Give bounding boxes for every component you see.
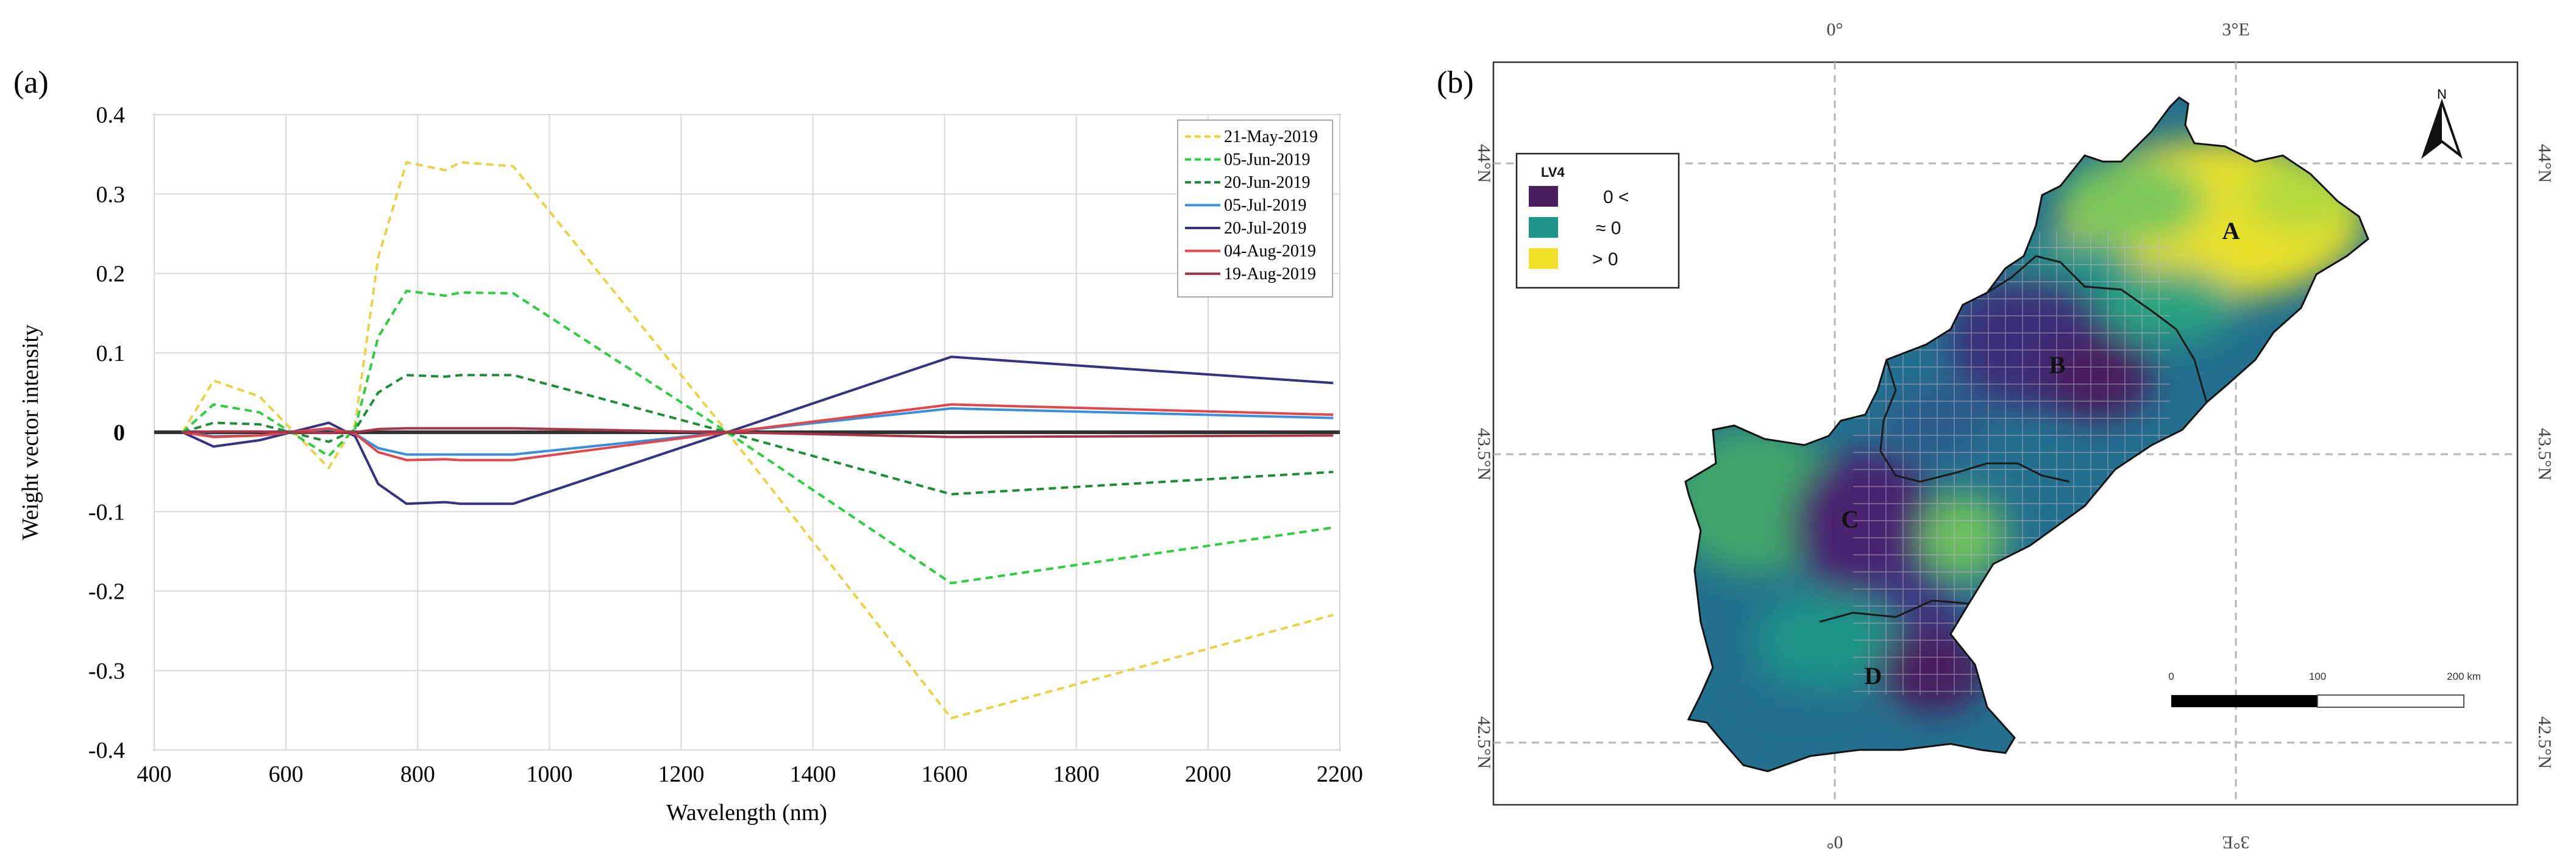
x-axis-label: Wavelength (nm) bbox=[666, 800, 827, 826]
region-label-b: B bbox=[2049, 351, 2066, 379]
y-tick-label: -0.1 bbox=[88, 499, 125, 525]
map-legend-label-pos: > 0 bbox=[1592, 249, 1618, 269]
x-tick-label: 1800 bbox=[1053, 761, 1100, 787]
scale-label-100: 100 bbox=[2309, 671, 2326, 682]
series-line-19-Aug-2019 bbox=[182, 427, 1334, 438]
chart-panel-a: (a) 400 600 800 1000 1200 1400 1600 1800 2000 220… bbox=[13, 65, 1363, 826]
legend-entry: 20-Jun-2019 bbox=[1224, 173, 1311, 192]
chart-legend: 21-May-2019 05-Jun-2019 20-Jun-2019 05-Jul-… bbox=[1177, 119, 1333, 298]
region-borders bbox=[1819, 255, 2208, 623]
lon-label-bottom-0: 0° bbox=[1827, 832, 1843, 852]
panel-b-label: (b) bbox=[1437, 65, 1474, 100]
legend-entry: 05-Jun-2019 bbox=[1224, 151, 1311, 169]
y-axis-label: Weight vector intensity bbox=[18, 324, 43, 540]
lon-label-top-0: 0° bbox=[1827, 20, 1843, 40]
map-panel-b: (b) bbox=[1437, 20, 2555, 852]
lon-label-bottom-3e: 3°E bbox=[2222, 832, 2249, 852]
x-tick-label: 800 bbox=[400, 761, 435, 787]
north-label: N bbox=[2437, 87, 2447, 102]
scale-label-200: 200 km bbox=[2447, 671, 2481, 682]
y-tick-label: 0.1 bbox=[96, 341, 126, 366]
lat-label-left-44: 44°N bbox=[1474, 144, 1494, 183]
legend-entry: 19-Aug-2019 bbox=[1224, 265, 1316, 284]
region-label-a: A bbox=[2222, 217, 2240, 244]
panel-a-label: (a) bbox=[13, 65, 49, 100]
border-b-c bbox=[1879, 359, 2070, 483]
border-a-b bbox=[1987, 255, 2208, 403]
x-tick-label: 2200 bbox=[1317, 761, 1363, 787]
x-tick-labels: 400 600 800 1000 1200 1400 1600 1800 2000 2200 bbox=[137, 761, 1364, 787]
y-tick-label: -0.2 bbox=[88, 579, 125, 605]
y-tick-label: 0.2 bbox=[96, 262, 126, 287]
x-tick-label: 400 bbox=[137, 761, 172, 787]
lon-label-top-3e: 3°E bbox=[2222, 20, 2249, 40]
legend-entry: 20-Jul-2019 bbox=[1224, 219, 1306, 238]
series-line-05-Jun-2019 bbox=[182, 290, 1334, 585]
lat-label-right-44: 44°N bbox=[2535, 144, 2555, 183]
region-label-c: C bbox=[1841, 505, 1859, 533]
map-legend-label-neg: 0 < bbox=[1603, 187, 1629, 207]
legend-entry: 21-May-2019 bbox=[1224, 127, 1318, 146]
scale-bar: 0 100 200 km bbox=[2168, 671, 2481, 708]
map-legend-swatch-neg bbox=[1529, 186, 1558, 207]
lat-label-left-42-5: 42.5°N bbox=[1474, 716, 1494, 769]
chart-series bbox=[181, 161, 1334, 719]
map-legend-label-zero: ≈ 0 bbox=[1596, 218, 1621, 238]
lat-label-left-43-5: 43.5°N bbox=[1474, 428, 1494, 480]
lat-label-right-43-5: 43.5°N bbox=[2535, 428, 2555, 480]
scale-bar-black bbox=[2171, 695, 2318, 707]
north-arrow-icon: N bbox=[2421, 87, 2463, 159]
x-tick-label: 1600 bbox=[922, 761, 968, 787]
scale-label-0: 0 bbox=[2168, 671, 2174, 682]
x-tick-label: 1200 bbox=[658, 761, 704, 787]
x-tick-label: 1000 bbox=[526, 761, 572, 787]
legend-box bbox=[1177, 119, 1333, 298]
lat-label-right-42-5: 42.5°N bbox=[2535, 716, 2555, 769]
y-tick-label: 0 bbox=[113, 420, 125, 446]
y-tick-label: 0.3 bbox=[96, 182, 126, 207]
y-tick-label: -0.3 bbox=[88, 658, 125, 684]
legend-entry: 05-Jul-2019 bbox=[1224, 196, 1306, 215]
y-tick-label: 0.4 bbox=[96, 102, 126, 128]
border-c-d bbox=[1819, 599, 1969, 623]
map-legend-title: LV4 bbox=[1541, 165, 1565, 180]
scale-bar-white bbox=[2317, 694, 2464, 708]
y-tick-label: -0.4 bbox=[88, 738, 125, 763]
x-tick-label: 2000 bbox=[1185, 761, 1231, 787]
region-label-d: D bbox=[1865, 662, 1882, 690]
legend-entry: 04-Aug-2019 bbox=[1224, 242, 1316, 261]
y-tick-labels: -0.4 -0.3 -0.2 -0.1 0 0.1 0.2 0.3 0.4 bbox=[88, 102, 125, 763]
map-legend-swatch-zero bbox=[1529, 217, 1558, 238]
map-legend-swatch-pos bbox=[1529, 248, 1558, 269]
x-tick-label: 600 bbox=[269, 761, 304, 787]
map-legend: LV4 0 < ≈ 0 > 0 bbox=[1515, 152, 1680, 289]
series-line-20-Jun-2019 bbox=[182, 374, 1334, 496]
x-tick-label: 1400 bbox=[790, 761, 836, 787]
